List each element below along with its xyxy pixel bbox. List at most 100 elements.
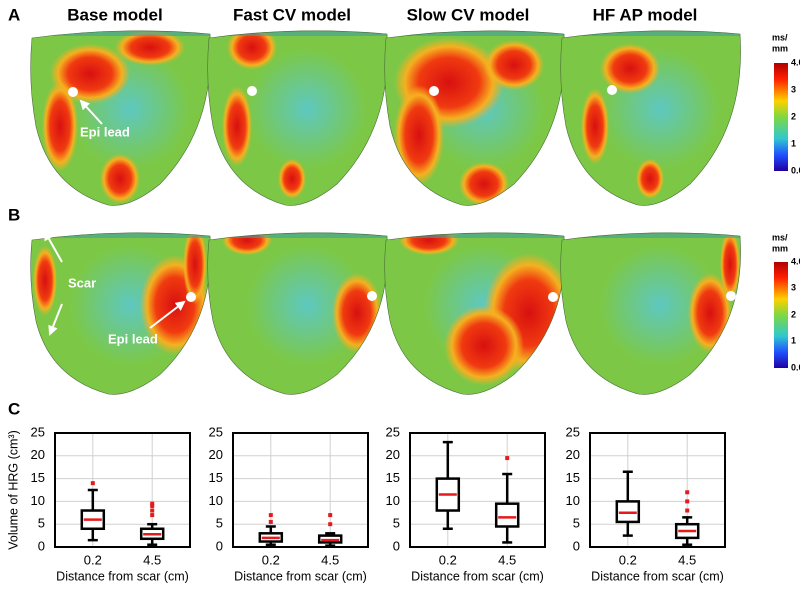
y-tick-label: 20 <box>209 447 223 462</box>
activation-zone <box>332 273 382 353</box>
heart-outline <box>384 232 565 395</box>
colorbar-unit: ms/ <box>772 232 788 242</box>
colorbar-tick: 1 <box>791 138 796 148</box>
model-title: Slow CV model <box>407 5 530 24</box>
heart-rim <box>207 30 388 36</box>
lead-dot <box>429 86 439 96</box>
cool-zone <box>600 244 720 365</box>
x-axis-label: Distance from scar (cm) <box>234 569 367 583</box>
heart-rim <box>560 30 741 36</box>
outlier <box>150 501 155 506</box>
heart-outline <box>207 30 388 206</box>
outlier <box>685 508 690 513</box>
annotations: Epi lead Epi lead Scar <box>44 99 186 346</box>
panel-label: B <box>8 205 20 224</box>
colorbar-tick: 4.0 <box>791 57 800 67</box>
colorbar-tick: 3 <box>791 84 796 94</box>
colorbar: ms/ mm 4.0 3 2 1 0.0 <box>772 232 800 372</box>
y-tick-label: 5 <box>216 516 223 531</box>
heart-outline <box>560 30 741 206</box>
outlier <box>328 513 333 518</box>
colorbar-tick: 2 <box>791 111 796 121</box>
y-tick-label: 10 <box>386 493 400 508</box>
box-charts: 0 5 10 15 20 25 0.2 4.5 Distance from scar (cm) V… <box>6 424 726 583</box>
activation-zone <box>394 85 444 185</box>
colorbar-unit: mm <box>772 243 788 253</box>
colorbar-tick: 0.0 <box>791 362 800 372</box>
x-axis-label: Distance from scar (cm) <box>56 569 189 583</box>
activation-zone <box>33 245 57 316</box>
lead-dot <box>726 291 736 301</box>
outlier <box>268 513 273 518</box>
lead-dot <box>186 292 196 302</box>
heart-rim <box>384 30 565 36</box>
x-tick-label: 0.2 <box>84 552 102 567</box>
panel-label: A <box>8 5 20 24</box>
activation-zone <box>100 153 140 204</box>
model-title: HF AP model <box>593 5 698 24</box>
outlier <box>268 519 273 524</box>
heart-rim <box>30 232 211 238</box>
x-tick-label: 4.5 <box>143 552 161 567</box>
x-tick-label: 4.5 <box>498 552 516 567</box>
activation-zone <box>600 43 660 94</box>
activation-zone <box>688 273 732 353</box>
cool-zone <box>247 48 367 169</box>
lead-dot <box>68 87 78 97</box>
arrow <box>79 99 103 125</box>
x-tick-label: 0.2 <box>262 552 280 567</box>
y-tick-label: 10 <box>209 493 223 508</box>
outlier <box>505 456 510 461</box>
outlier <box>150 508 155 513</box>
activation-zone <box>42 81 78 172</box>
heart <box>207 232 388 395</box>
activation-zone <box>636 158 664 199</box>
activation-zone <box>459 162 509 206</box>
y-tick-label: 10 <box>566 493 580 508</box>
colorbar-bar <box>774 63 788 171</box>
x-tick-label: 4.5 <box>321 552 339 567</box>
y-tick-label: 5 <box>393 516 400 531</box>
lead-dot <box>367 291 377 301</box>
activation-zone <box>227 30 277 70</box>
y-tick-label: 5 <box>38 516 45 531</box>
model-title: Fast CV model <box>233 5 351 24</box>
outlier <box>328 522 333 527</box>
heart <box>207 30 388 206</box>
y-tick-label: 25 <box>566 424 580 439</box>
annotation: Scar <box>68 275 96 290</box>
activation-zone <box>484 40 544 90</box>
activation-zone <box>278 158 306 199</box>
colorbar-tick: 4.0 <box>791 256 800 266</box>
colorbar-tick: 1 <box>791 335 796 345</box>
y-tick-label: 0 <box>573 538 580 553</box>
activation-zone <box>720 232 740 300</box>
box <box>494 502 520 528</box>
annotation: Epi lead <box>108 331 158 346</box>
activation-zone <box>183 232 207 305</box>
x-tick-label: 0.2 <box>619 552 637 567</box>
lead-dot <box>247 86 257 96</box>
y-tick-label: 15 <box>386 470 400 485</box>
lead-dot <box>548 292 558 302</box>
colorbar-tick: 2 <box>791 309 796 319</box>
heart-rim <box>384 232 565 238</box>
outlier <box>150 513 155 518</box>
y-tick-label: 10 <box>31 493 45 508</box>
heart-rim <box>560 232 741 238</box>
lead-dot <box>607 85 617 95</box>
y-tick-label: 5 <box>573 516 580 531</box>
heart <box>30 30 211 206</box>
y-tick-label: 15 <box>31 470 45 485</box>
plot-frame <box>54 432 191 548</box>
model-title: Base model <box>67 5 162 24</box>
heart-outline <box>30 30 211 206</box>
x-axis-label: Distance from scar (cm) <box>591 569 724 583</box>
heart-outline <box>207 232 388 395</box>
y-tick-label: 25 <box>31 424 45 439</box>
x-axis-label: Distance from scar (cm) <box>411 569 544 583</box>
activation-zone <box>222 232 272 256</box>
activation-zone <box>444 305 524 386</box>
y-tick-label: 20 <box>31 447 45 462</box>
y-tick-label: 20 <box>386 447 400 462</box>
